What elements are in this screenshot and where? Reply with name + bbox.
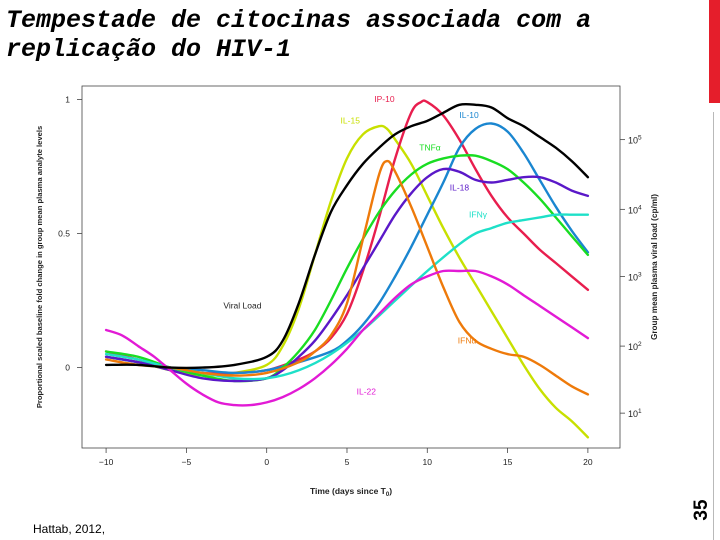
series-label-viral-load: Viral Load bbox=[223, 301, 261, 311]
y-tick-label: 0 bbox=[65, 363, 70, 373]
y2-tick-label: 105 bbox=[628, 135, 642, 146]
divider-line bbox=[713, 112, 714, 540]
series-label-il-10: IL-10 bbox=[459, 110, 479, 120]
series-label-il-18: IL-18 bbox=[450, 183, 470, 193]
slide-title-line-2: replicação do HIV-1 bbox=[6, 35, 292, 64]
citation: Hattab, 2012, bbox=[33, 522, 106, 536]
y2-tick-label: 102 bbox=[628, 341, 642, 352]
side-strip bbox=[692, 110, 720, 540]
series-line-il-10 bbox=[104, 122, 590, 375]
y-tick-label: 1 bbox=[65, 94, 70, 104]
series-line-il-15 bbox=[104, 124, 590, 439]
x-tick-label: 20 bbox=[583, 457, 593, 467]
x-tick-label: 15 bbox=[503, 457, 513, 467]
y2-tick-label: 101 bbox=[628, 408, 642, 419]
series-label-il-22: IL-22 bbox=[357, 386, 377, 396]
x-tick-label: −5 bbox=[182, 457, 192, 467]
y2-axis-label: Group mean plasma viral load (cp/ml) bbox=[650, 194, 659, 340]
x-tick-label: 10 bbox=[423, 457, 433, 467]
y2-tick-label: 103 bbox=[628, 271, 642, 282]
series-label-il-15: IL-15 bbox=[341, 116, 361, 126]
x-axis-label: Time (days since T0) bbox=[310, 486, 392, 498]
series-line-il-18 bbox=[104, 167, 590, 383]
x-tick-label: 5 bbox=[345, 457, 350, 467]
series-label-tnf-: TNFα bbox=[419, 142, 441, 152]
y2-tick-label: 104 bbox=[628, 204, 642, 215]
series-label-ifn-: IFNγ bbox=[469, 209, 488, 219]
y-tick-label: 0.5 bbox=[58, 228, 70, 238]
slide-title-line-1: Tempestade de citocinas associada com a bbox=[6, 6, 592, 35]
y-axis-label: Proportional scaled baseline fold change… bbox=[35, 126, 44, 408]
series-line-il-22 bbox=[104, 269, 590, 407]
series-line-viral-load bbox=[104, 102, 590, 370]
slide-number: 35 bbox=[691, 499, 712, 521]
accent-bar bbox=[709, 0, 720, 103]
plot-frame bbox=[81, 85, 621, 449]
series-label-ip-10: IP-10 bbox=[374, 94, 395, 104]
x-tick-label: 0 bbox=[264, 457, 269, 467]
series-label-ifn-: IFNα bbox=[458, 335, 477, 345]
x-tick-label: −10 bbox=[99, 457, 114, 467]
slide-title: Tempestade de citocinas associada com a … bbox=[6, 6, 696, 64]
series-line-ifn- bbox=[104, 159, 590, 396]
cytokine-chart: −10 −5 0 5 10 15 20 0 0.5 1 101 102 103 104 105 Time (d… bbox=[35, 85, 659, 498]
